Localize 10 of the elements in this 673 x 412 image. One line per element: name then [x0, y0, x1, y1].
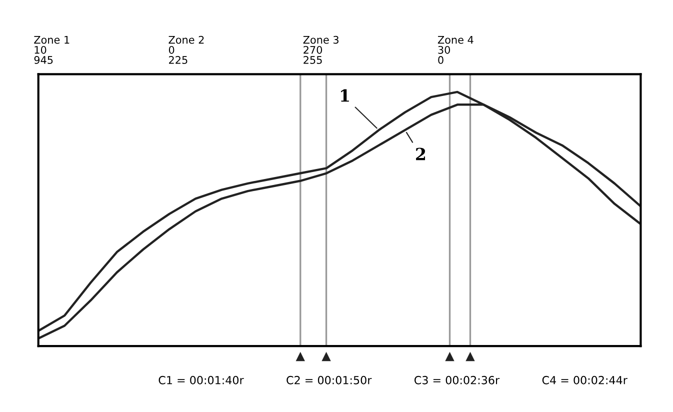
text: C2 = 00:01:50r: [286, 376, 372, 384]
legend-label: 2: [416, 148, 426, 160]
text: C3 = 00:02:36r: [414, 376, 500, 384]
text: Zone 4 30 0: [438, 36, 474, 64]
text: C1 = 00:01:40r: [158, 376, 244, 384]
text: Zone 1 10 945: [34, 36, 70, 64]
text: Zone 3 270 255: [303, 36, 338, 64]
text: C4 = 00:02:44r: [542, 376, 628, 384]
text: Zone 2 0 225: [168, 36, 204, 64]
text: 1: [341, 89, 349, 102]
